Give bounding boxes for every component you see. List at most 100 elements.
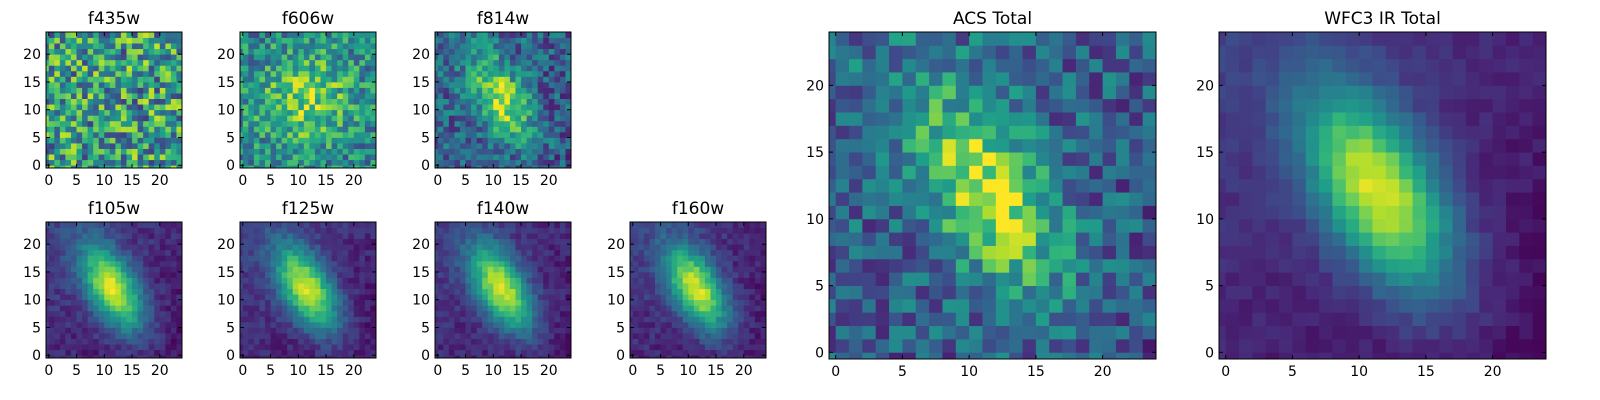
heatmap-cell (749, 316, 756, 323)
heatmap-cell (348, 159, 355, 166)
heatmap-cell (93, 349, 100, 356)
heatmap-cell (331, 277, 338, 284)
heatmap-cell (337, 165, 344, 169)
heatmap-cell (471, 159, 478, 166)
heatmap-cell (443, 165, 450, 169)
heatmap-cell (443, 143, 450, 149)
heatmap-cell (59, 299, 66, 306)
heatmap-cell (727, 344, 734, 351)
heatmap-cell (521, 37, 527, 44)
heatmap-cell (688, 255, 695, 262)
heatmap-cell (875, 298, 890, 313)
heatmap-cell (526, 137, 533, 144)
heatmap-cell (716, 266, 722, 273)
heatmap-cell (727, 349, 734, 356)
heatmap-cell (109, 327, 116, 334)
heatmap-cell (137, 87, 144, 94)
heatmap-cell (270, 233, 277, 240)
heatmap-cell (326, 321, 332, 328)
heatmap-cell (754, 327, 761, 334)
heatmap-cell (70, 355, 77, 359)
heatmap-cell (1022, 245, 1037, 260)
heatmap-cell (721, 249, 728, 256)
heatmap-cell (548, 299, 555, 306)
heatmap-cell (498, 355, 505, 359)
heatmap-cell (65, 154, 72, 161)
heatmap-cell (87, 93, 94, 100)
heatmap-cell (337, 65, 344, 72)
heatmap-cell (738, 277, 745, 284)
heatmap-cell (1062, 245, 1077, 260)
heatmap-cell (159, 266, 166, 273)
x-tick-label: 20 (345, 173, 363, 189)
heatmap-cell (454, 271, 461, 278)
heatmap-cell (437, 271, 444, 278)
heatmap-cell (98, 120, 105, 127)
heatmap-cell (554, 37, 561, 44)
heatmap-cell (159, 120, 166, 127)
heatmap-cell (693, 227, 700, 234)
heatmap-cell (548, 43, 555, 50)
heatmap-cell (143, 355, 150, 359)
heatmap-cell (710, 277, 717, 284)
heatmap-cell (165, 115, 172, 122)
heatmap-cell (259, 81, 266, 88)
heatmap-cell (143, 148, 150, 155)
heatmap-cell (287, 327, 294, 334)
heatmap-cell (287, 277, 294, 284)
heatmap-cell (632, 288, 639, 295)
heatmap-cell (165, 316, 172, 323)
heatmap-cell (532, 109, 539, 116)
heatmap-cell (749, 299, 756, 306)
heatmap-cell (435, 288, 439, 295)
heatmap-cell (309, 355, 316, 359)
heatmap-cell (115, 98, 122, 105)
heatmap-cell (710, 244, 717, 251)
heatmap-cell (240, 126, 244, 133)
heatmap-cell (509, 244, 516, 251)
heatmap-cell (314, 249, 321, 256)
heatmap-cell (515, 93, 522, 100)
heatmap-cell (1022, 218, 1037, 233)
heatmap-cell (482, 349, 489, 356)
heatmap-cell (437, 244, 444, 251)
heatmap-cell (482, 283, 489, 290)
heatmap-cell (143, 165, 150, 169)
heatmap-cell (253, 316, 260, 323)
panel-title: f814w (477, 9, 529, 29)
heatmap-cell (98, 76, 105, 83)
heatmap-cell (521, 271, 527, 278)
y-tick-label: 20 (412, 47, 430, 63)
heatmap-cell (760, 227, 767, 234)
heatmap-cell (732, 227, 739, 234)
heatmap-cell (303, 165, 310, 169)
heatmap-cell (132, 255, 138, 262)
heatmap-cell (543, 327, 550, 334)
heatmap-cell (253, 338, 260, 345)
heatmap-cell (889, 152, 903, 166)
heatmap-cell (93, 109, 100, 116)
heatmap-cell (59, 349, 66, 356)
heatmap-cell (942, 205, 957, 220)
heatmap-cell (654, 222, 661, 228)
heatmap-cell (353, 165, 360, 169)
heatmap-cell (240, 159, 244, 166)
heatmap-cell (159, 249, 166, 256)
heatmap-cell (829, 245, 837, 260)
heatmap-cell (70, 349, 77, 356)
y-tick-label: 20 (607, 237, 625, 253)
heatmap-cell (902, 178, 917, 193)
heatmap-cell (548, 154, 555, 161)
heatmap-cell (716, 288, 722, 295)
heatmap-cell (504, 244, 511, 251)
heatmap-cell (448, 310, 455, 317)
heatmap-cell (565, 344, 572, 351)
heatmap-cell (154, 154, 161, 161)
heatmap-cell (749, 271, 756, 278)
heatmap-cell (1022, 325, 1037, 340)
heatmap-cell (643, 227, 650, 234)
heatmap-cell (515, 131, 522, 138)
heatmap-cell (699, 316, 706, 323)
heatmap-cell (326, 148, 332, 155)
heatmap-cell (176, 48, 183, 55)
